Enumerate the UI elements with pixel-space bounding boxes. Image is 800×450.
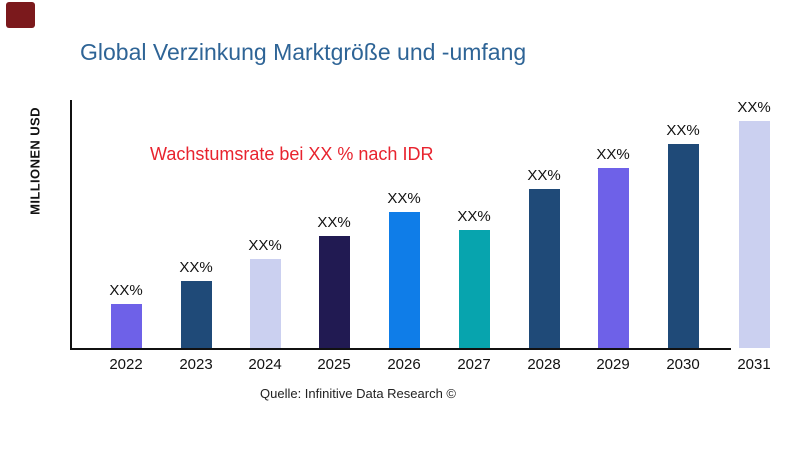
growth-rate-annotation: Wachstumsrate bei XX % nach IDR — [150, 144, 434, 164]
value-label-2031: XX% — [737, 99, 771, 116]
value-label-2029: XX% — [596, 146, 630, 163]
bar-2022 — [110, 304, 142, 348]
x-axis-tick-2023: 2023 — [179, 356, 213, 373]
value-label-2022: XX% — [109, 282, 143, 299]
x-axis-tick-2026: 2026 — [387, 356, 421, 373]
bar-2026 — [388, 212, 420, 348]
value-label-2024: XX% — [248, 237, 282, 254]
y-axis-label: MILLIONEN USD — [27, 107, 43, 215]
value-label-2026: XX% — [387, 190, 421, 207]
x-axis-tick-2027: 2027 — [457, 356, 491, 373]
x-axis-tick-2024: 2024 — [248, 356, 282, 373]
x-axis-tick-2022: 2022 — [109, 356, 143, 373]
bar-2023 — [180, 281, 212, 348]
value-label-2023: XX% — [179, 259, 213, 276]
bar-2029 — [597, 168, 629, 348]
bar-2031 — [738, 121, 770, 348]
x-axis-tick-2025: 2025 — [317, 356, 351, 373]
x-axis-tick-2030: 2030 — [666, 356, 700, 373]
chart-title: Global Verzinkung Marktgröße und -umfang — [80, 39, 527, 65]
x-axis-tick-2029: 2029 — [596, 356, 630, 373]
y-axis-line — [70, 100, 72, 350]
bar-2024 — [249, 259, 281, 348]
bar-2028 — [528, 189, 560, 348]
brand-mark — [6, 2, 35, 28]
x-axis-tick-2031: 2031 — [737, 356, 771, 373]
x-axis-line — [70, 348, 731, 350]
source-attribution: Quelle: Infinitive Data Research © — [259, 386, 457, 401]
value-label-2025: XX% — [317, 214, 351, 231]
bar-2027 — [458, 230, 490, 348]
value-label-2027: XX% — [457, 208, 491, 225]
value-label-2028: XX% — [527, 167, 561, 184]
bar-2030 — [667, 144, 699, 348]
bar-2025 — [318, 236, 350, 348]
x-axis-tick-2028: 2028 — [527, 356, 561, 373]
value-label-2030: XX% — [666, 122, 700, 139]
